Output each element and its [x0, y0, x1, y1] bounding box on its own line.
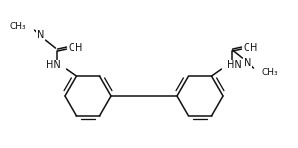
- Text: HN: HN: [46, 60, 60, 70]
- Text: O: O: [244, 43, 251, 53]
- Text: CH₃: CH₃: [10, 22, 27, 31]
- Text: O: O: [69, 43, 76, 53]
- Text: H: H: [75, 43, 82, 53]
- Text: N: N: [244, 58, 251, 68]
- Text: HN: HN: [227, 60, 242, 70]
- Text: CH₃: CH₃: [262, 68, 278, 77]
- Text: H: H: [250, 43, 257, 53]
- Text: N: N: [37, 30, 44, 40]
